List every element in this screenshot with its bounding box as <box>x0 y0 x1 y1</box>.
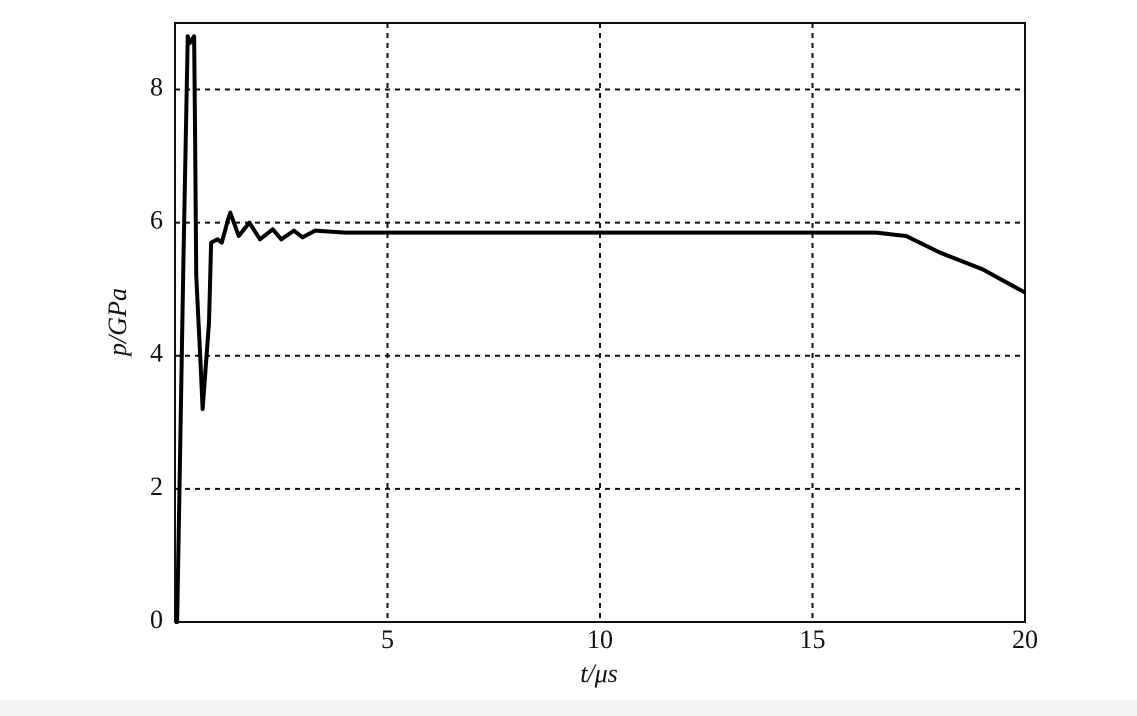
x-tick-label: 10 <box>587 625 613 654</box>
y-tick-label: 0 <box>150 605 163 634</box>
x-axis-label: t/μs <box>580 659 618 688</box>
y-tick-label: 6 <box>150 206 163 235</box>
y-tick-label: 4 <box>150 339 163 368</box>
x-tick-label: 20 <box>1012 625 1038 654</box>
bottom-strip <box>0 700 1137 716</box>
y-tick-label: 8 <box>150 73 163 102</box>
x-tick-label: 5 <box>381 625 394 654</box>
y-tick-label: 2 <box>150 472 163 501</box>
x-tick-label: 15 <box>800 625 826 654</box>
plot-frame <box>174 22 1026 623</box>
data-line <box>175 34 1026 624</box>
y-axis-label: p/GPa <box>103 288 132 358</box>
